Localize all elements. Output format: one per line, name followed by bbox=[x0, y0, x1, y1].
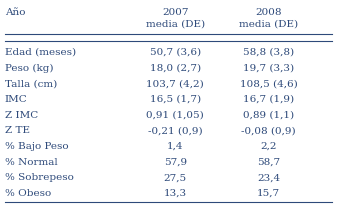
Text: Año: Año bbox=[5, 8, 25, 17]
Text: 18,0 (2,7): 18,0 (2,7) bbox=[150, 63, 201, 72]
Text: 103,7 (4,2): 103,7 (4,2) bbox=[146, 79, 204, 88]
Text: 50,7 (3,6): 50,7 (3,6) bbox=[150, 48, 201, 57]
Text: 19,7 (3,3): 19,7 (3,3) bbox=[243, 63, 294, 72]
Text: 2007: 2007 bbox=[162, 8, 188, 17]
Text: % Normal: % Normal bbox=[5, 158, 58, 167]
Text: 58,8 (3,8): 58,8 (3,8) bbox=[243, 48, 294, 57]
Text: Z TE: Z TE bbox=[5, 126, 30, 135]
Text: 23,4: 23,4 bbox=[257, 174, 280, 183]
Text: 16,5 (1,7): 16,5 (1,7) bbox=[150, 95, 201, 104]
Text: 16,7 (1,9): 16,7 (1,9) bbox=[243, 95, 294, 104]
Text: 0,91 (1,05): 0,91 (1,05) bbox=[146, 111, 204, 120]
Text: media (DE): media (DE) bbox=[239, 20, 298, 29]
Text: 15,7: 15,7 bbox=[257, 189, 280, 198]
Text: 13,3: 13,3 bbox=[164, 189, 187, 198]
Text: 58,7: 58,7 bbox=[257, 158, 280, 167]
Text: Peso (kg): Peso (kg) bbox=[5, 63, 53, 73]
Text: 2,2: 2,2 bbox=[261, 142, 277, 151]
Text: -0,21 (0,9): -0,21 (0,9) bbox=[148, 126, 203, 135]
Text: 57,9: 57,9 bbox=[164, 158, 187, 167]
Text: Z IMC: Z IMC bbox=[5, 111, 38, 120]
Text: % Obeso: % Obeso bbox=[5, 189, 51, 198]
Text: Edad (meses): Edad (meses) bbox=[5, 48, 76, 57]
Text: media (DE): media (DE) bbox=[146, 20, 205, 29]
Text: % Bajo Peso: % Bajo Peso bbox=[5, 142, 68, 151]
Text: 0,89 (1,1): 0,89 (1,1) bbox=[243, 111, 294, 120]
Text: Talla (cm): Talla (cm) bbox=[5, 79, 57, 88]
Text: 2008: 2008 bbox=[255, 8, 282, 17]
Text: 27,5: 27,5 bbox=[164, 174, 187, 183]
Text: 1,4: 1,4 bbox=[167, 142, 183, 151]
Text: IMC: IMC bbox=[5, 95, 28, 104]
Text: 108,5 (4,6): 108,5 (4,6) bbox=[240, 79, 298, 88]
Text: -0,08 (0,9): -0,08 (0,9) bbox=[241, 126, 296, 135]
Text: % Sobrepeso: % Sobrepeso bbox=[5, 174, 73, 183]
